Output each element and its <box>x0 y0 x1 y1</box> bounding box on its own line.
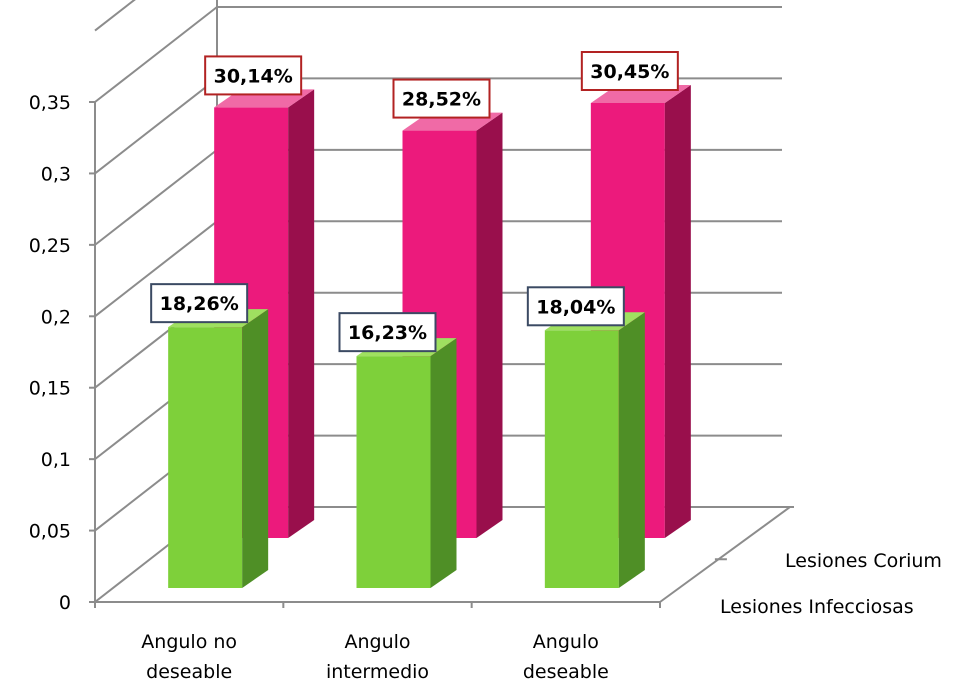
data-label-corium-box <box>392 78 491 119</box>
y-tick-label: 0,05 <box>29 521 71 543</box>
y-tick-label: 0 <box>59 592 71 614</box>
bar-infecciosas-front <box>544 330 619 588</box>
bar-corium-side <box>476 112 503 539</box>
y-tick-label: 0,2 <box>41 306 71 328</box>
data-label-infecciosas-box <box>150 283 249 324</box>
grid-line-diagonal <box>94 220 218 318</box>
x-category-label: Angulo <box>344 631 410 653</box>
y-tick-label: 0,1 <box>41 449 71 471</box>
grid-line-diagonal <box>94 149 218 246</box>
floor-right-edge <box>659 506 791 603</box>
grid-line-diagonal <box>94 0 136 32</box>
y-tick-label: 0,15 <box>29 378 71 400</box>
x-axis-category-labels: Angulo no deseable Angulo intermedio Angulo d… <box>141 631 609 683</box>
data-labels: 30,14% 18,26% 28,52% 16,23% 30,45% 18,04% <box>150 51 679 353</box>
data-label-infecciosas: 16,23% <box>348 322 427 344</box>
data-label-corium-box <box>204 55 303 96</box>
x-category-label: Angulo <box>533 631 599 653</box>
bar-infecciosas <box>356 338 457 588</box>
x-category-label: deseable <box>146 661 232 683</box>
y-tick-label: 0,25 <box>29 235 71 257</box>
bar-corium-side <box>664 85 691 538</box>
bar-infecciosas <box>544 312 645 588</box>
x-category-label: intermedio <box>326 661 429 683</box>
bar-infecciosas-side <box>242 309 269 588</box>
x-category-label: Angulo no <box>141 631 237 653</box>
bar-infecciosas-front <box>168 327 243 588</box>
data-label-corium: 30,45% <box>590 61 669 83</box>
y-tick-label: 0,35 <box>29 92 71 114</box>
grid-line-diagonal <box>94 77 218 175</box>
bar-infecciosas <box>168 309 269 588</box>
data-label-corium: 30,14% <box>214 65 293 87</box>
data-label-infecciosas: 18,26% <box>160 293 239 315</box>
grid-line-diagonal <box>94 6 218 103</box>
data-label-infecciosas-box <box>338 312 437 353</box>
bar-corium-side <box>288 89 315 538</box>
axes <box>89 101 794 608</box>
y-tick-label: 0,3 <box>41 163 71 185</box>
data-label-corium-box <box>580 51 679 91</box>
y-axis-tick-labels: 0 0,05 0,1 0,15 0,2 0,25 0,3 0,35 <box>29 92 71 614</box>
bar-infecciosas-front <box>356 356 431 588</box>
data-label-infecciosas-box <box>526 286 625 327</box>
depth-label-corium: Lesiones Corium <box>785 550 942 572</box>
bar-infecciosas-side <box>430 338 457 588</box>
bar-infecciosas-side <box>618 312 645 588</box>
depth-label-infecciosas: Lesiones Infecciosas <box>720 596 914 618</box>
x-category-label: deseable <box>523 661 609 683</box>
data-label-corium: 28,52% <box>402 89 481 111</box>
depth-axis-series-labels: Lesiones Infecciosas Lesiones Corium <box>720 550 942 618</box>
data-label-infecciosas: 18,04% <box>536 296 615 318</box>
